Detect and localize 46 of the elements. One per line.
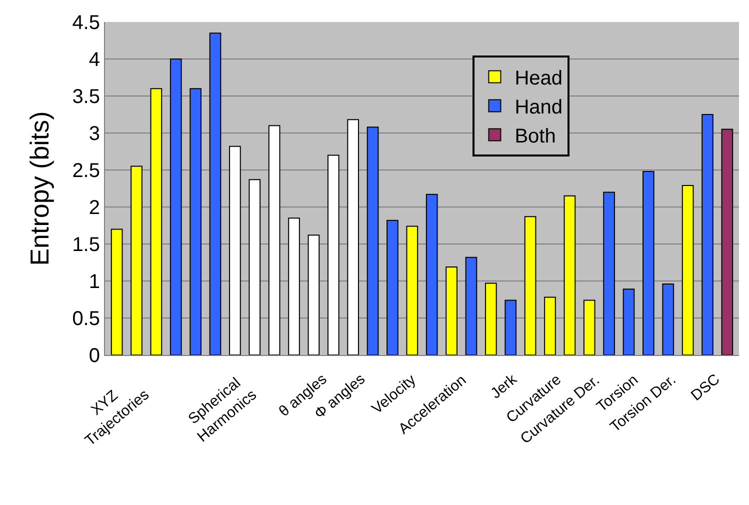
- y-tick-label: 1: [88, 271, 100, 293]
- y-tick-label: 1.5: [72, 234, 100, 256]
- bar: [682, 185, 694, 355]
- bar: [446, 266, 458, 355]
- bar: [662, 283, 674, 355]
- bar: [721, 128, 734, 355]
- bar: [130, 166, 142, 355]
- y-tick-label: 4: [88, 49, 100, 71]
- bar: [642, 170, 654, 355]
- bar: [110, 228, 123, 355]
- bar: [209, 32, 222, 355]
- bar: [386, 220, 398, 355]
- bar: [465, 256, 478, 355]
- bar: [366, 126, 379, 355]
- bar: [288, 218, 300, 355]
- bar: [190, 88, 202, 355]
- bar: [426, 194, 438, 355]
- bar: [622, 288, 635, 355]
- bar: [564, 195, 576, 355]
- bar: [603, 192, 615, 355]
- bar: [248, 179, 261, 355]
- bar: [170, 58, 182, 355]
- bar: [504, 300, 517, 355]
- y-tick-label: 3.5: [72, 86, 100, 108]
- bar: [327, 154, 340, 355]
- bar: [268, 125, 280, 355]
- bar: [544, 296, 556, 355]
- bar: [406, 226, 418, 355]
- bar: [308, 234, 320, 355]
- bar: [150, 88, 162, 355]
- bar: [347, 119, 359, 355]
- y-axis-title: Entropy (bits): [24, 111, 55, 266]
- y-tick-label: 2: [88, 197, 100, 219]
- y-tick-label: 3: [88, 123, 100, 145]
- legend-label: Both: [514, 126, 556, 148]
- y-tick-label: 2.5: [72, 160, 100, 182]
- y-tick-label: 4.5: [72, 12, 100, 34]
- bar: [485, 282, 497, 355]
- legend-label: Head: [514, 68, 563, 90]
- legend-label: Hand: [514, 96, 563, 119]
- bar: [583, 300, 596, 355]
- bar: [229, 146, 241, 355]
- y-tick-label: 0: [88, 345, 100, 367]
- bar: [524, 216, 536, 355]
- y-tick-label: 0.5: [72, 308, 100, 330]
- bar: [702, 114, 714, 355]
